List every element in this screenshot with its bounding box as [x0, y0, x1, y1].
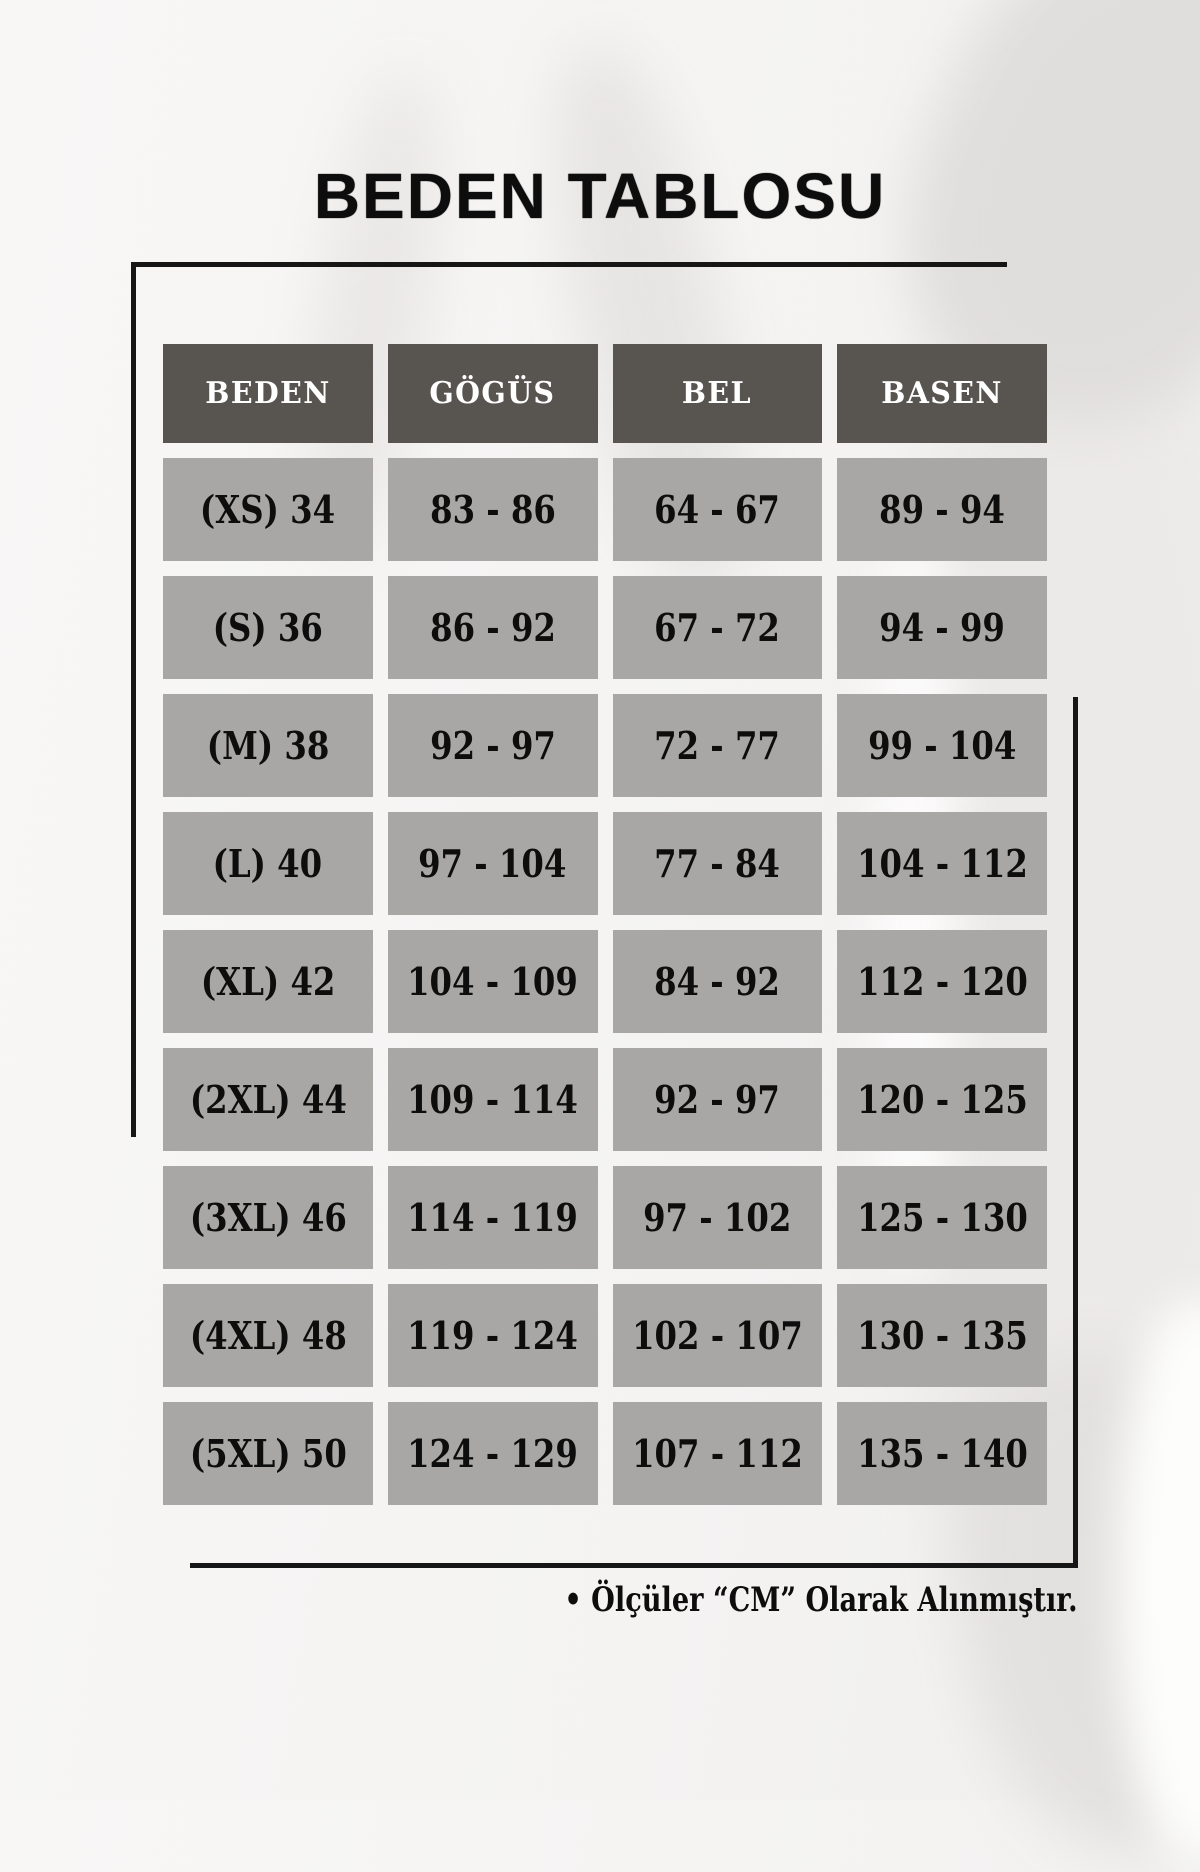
- cell-value: 107 - 112: [632, 1431, 803, 1476]
- table-cell: 119 - 124: [387, 1284, 598, 1387]
- cell-value: 112 - 120: [856, 959, 1028, 1004]
- cell-value: 64 - 67: [654, 487, 781, 532]
- table-cell: 102 - 107: [612, 1284, 823, 1387]
- cell-value: 92 - 97: [429, 723, 556, 768]
- table-cell: 83 - 86: [387, 458, 598, 561]
- table-header-cell-gogus: GÖGÜS: [387, 344, 598, 443]
- page-title: BEDEN TABLOSU: [313, 159, 887, 232]
- cell-value: 86 - 92: [429, 605, 556, 650]
- cell-value: 104 - 112: [856, 841, 1028, 886]
- table-cell: 64 - 67: [612, 458, 823, 561]
- table-cell: 77 - 84: [612, 812, 823, 915]
- frame-line-top: [134, 262, 1007, 267]
- table-cell: 107 - 112: [612, 1402, 823, 1505]
- cell-value: 120 - 125: [856, 1077, 1028, 1122]
- table-header-cell-basen: BASEN: [837, 344, 1047, 443]
- table-cell: 99 - 104: [837, 694, 1047, 797]
- cell-value: 99 - 104: [867, 723, 1017, 768]
- cell-value: (M) 38: [206, 723, 330, 768]
- size-cell: (M) 38: [163, 694, 373, 797]
- cell-value: 97 - 104: [418, 841, 567, 886]
- frame-line-bottom: [190, 1563, 1078, 1568]
- cell-value: 92 - 97: [654, 1077, 781, 1122]
- header-label: GÖGÜS: [429, 376, 556, 411]
- size-cell: (S) 36: [163, 576, 373, 679]
- cell-value: (L) 40: [213, 841, 323, 886]
- table-cell: 125 - 130: [837, 1166, 1047, 1269]
- cell-value: 67 - 72: [654, 605, 781, 650]
- table-cell: 84 - 92: [612, 930, 823, 1033]
- table-cell: 104 - 112: [837, 812, 1047, 915]
- cell-value: 97 - 102: [643, 1195, 792, 1240]
- cell-value: (S) 36: [212, 605, 323, 650]
- table-cell: 130 - 135: [837, 1284, 1047, 1387]
- table-cell: 112 - 120: [837, 930, 1047, 1033]
- cell-value: 130 - 135: [856, 1313, 1028, 1358]
- table-cell: 94 - 99: [837, 576, 1047, 679]
- cell-value: 135 - 140: [856, 1431, 1028, 1476]
- table-cell: 114 - 119: [387, 1166, 598, 1269]
- measurement-note: • Ölçüler “CM” Olarak Alınmıştır.: [564, 1580, 1078, 1620]
- cell-value: 72 - 77: [654, 723, 781, 768]
- table-cell: 97 - 102: [612, 1166, 823, 1269]
- cell-value: 77 - 84: [654, 841, 781, 886]
- table-cell: 89 - 94: [837, 458, 1047, 561]
- table-cell: 135 - 140: [837, 1402, 1047, 1505]
- cell-value: 83 - 86: [429, 487, 556, 532]
- size-cell: (XS) 34: [163, 458, 373, 561]
- cell-value: 124 - 129: [407, 1431, 578, 1476]
- cell-value: (XL) 42: [200, 959, 336, 1004]
- table-cell: 86 - 92: [387, 576, 598, 679]
- size-cell: (3XL) 46: [163, 1166, 373, 1269]
- table-cell: 109 - 114: [387, 1048, 598, 1151]
- cell-value: 104 - 109: [407, 959, 578, 1004]
- table-cell: 92 - 97: [387, 694, 598, 797]
- table-cell: 120 - 125: [837, 1048, 1047, 1151]
- cell-value: (2XL) 44: [189, 1077, 347, 1122]
- table-cell: 97 - 104: [387, 812, 598, 915]
- table-cell: 72 - 77: [612, 694, 823, 797]
- table-header-cell-bel: BEL: [612, 344, 823, 443]
- table-cell: 124 - 129: [387, 1402, 598, 1505]
- cell-value: (XS) 34: [200, 487, 336, 532]
- size-cell: (XL) 42: [163, 930, 373, 1033]
- header-label: BEL: [682, 376, 753, 411]
- size-cell: (2XL) 44: [163, 1048, 373, 1151]
- cell-value: 125 - 130: [856, 1195, 1028, 1240]
- cell-value: 84 - 92: [654, 959, 781, 1004]
- size-cell: (L) 40: [163, 812, 373, 915]
- size-cell: (4XL) 48: [163, 1284, 373, 1387]
- cell-value: (3XL) 46: [189, 1195, 347, 1240]
- cell-value: 119 - 124: [407, 1313, 578, 1358]
- size-table: BEDEN GÖGÜS BEL BASEN (XS) 34 83 - 86 64…: [163, 344, 1047, 1505]
- table-cell: 104 - 109: [387, 930, 598, 1033]
- cell-value: (5XL) 50: [189, 1431, 347, 1476]
- header-label: BASEN: [881, 376, 1003, 411]
- cell-value: 102 - 107: [632, 1313, 803, 1358]
- table-cell: 92 - 97: [612, 1048, 823, 1151]
- cell-value: 114 - 119: [407, 1195, 578, 1240]
- table-cell: 67 - 72: [612, 576, 823, 679]
- cell-value: 89 - 94: [879, 487, 1006, 532]
- table-header-cell-beden: BEDEN: [163, 344, 373, 443]
- frame-line-left: [131, 262, 136, 1137]
- cell-value: (4XL) 48: [189, 1313, 347, 1358]
- header-label: BEDEN: [205, 376, 331, 411]
- size-cell: (5XL) 50: [163, 1402, 373, 1505]
- frame-line-right: [1073, 697, 1078, 1568]
- cell-value: 94 - 99: [879, 605, 1006, 650]
- cell-value: 109 - 114: [407, 1077, 578, 1122]
